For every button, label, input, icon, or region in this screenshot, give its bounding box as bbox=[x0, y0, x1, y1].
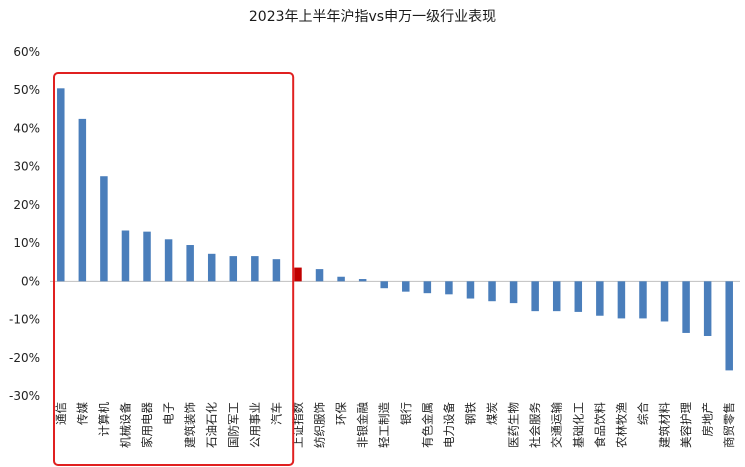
category-label: 家用电器 bbox=[140, 402, 154, 448]
category-label: 电子 bbox=[162, 402, 176, 425]
bar-26 bbox=[596, 281, 604, 316]
bar-22 bbox=[509, 281, 518, 304]
category-label: 纺织服饰 bbox=[313, 402, 327, 448]
category-label: 房地产 bbox=[701, 402, 715, 437]
bar-9 bbox=[229, 256, 238, 282]
y-tick-label: -10% bbox=[9, 313, 40, 327]
bar-11 bbox=[272, 259, 281, 282]
bar-2 bbox=[78, 118, 87, 282]
bar-1 bbox=[57, 88, 65, 282]
bar-32 bbox=[725, 281, 733, 371]
bar-25 bbox=[574, 281, 583, 312]
y-tick-label: 0% bbox=[21, 274, 40, 288]
bar-10 bbox=[251, 256, 259, 282]
bar-12 bbox=[294, 267, 302, 282]
category-label: 轻工制造 bbox=[377, 402, 391, 448]
bar-27 bbox=[617, 281, 626, 319]
category-label: 建筑材料 bbox=[658, 402, 672, 448]
category-label: 煤炭 bbox=[485, 402, 499, 425]
y-tick-label: -30% bbox=[9, 389, 40, 403]
bar-19 bbox=[445, 281, 453, 295]
category-label: 食品饮料 bbox=[593, 402, 607, 448]
category-label: 建筑装饰 bbox=[183, 402, 197, 448]
category-label: 上证指数 bbox=[291, 402, 305, 448]
category-label: 医药生物 bbox=[507, 402, 521, 448]
category-label: 公用事业 bbox=[248, 402, 262, 448]
category-label: 传媒 bbox=[75, 402, 89, 425]
bar-30 bbox=[682, 281, 690, 333]
category-label: 有色金属 bbox=[420, 402, 434, 448]
y-tick-label: 10% bbox=[13, 236, 40, 250]
category-label: 环保 bbox=[334, 402, 348, 425]
category-label: 非银金融 bbox=[356, 402, 370, 448]
category-label: 交通运输 bbox=[550, 402, 564, 448]
bar-24 bbox=[552, 281, 561, 312]
bar-15 bbox=[358, 279, 367, 282]
bar-29 bbox=[660, 281, 669, 322]
bar-16 bbox=[380, 281, 388, 289]
bar-14 bbox=[337, 276, 345, 282]
highlight-box bbox=[53, 72, 295, 466]
category-label: 农林牧渔 bbox=[614, 402, 628, 448]
category-label: 汽车 bbox=[269, 402, 283, 425]
category-label: 综合 bbox=[636, 402, 650, 425]
y-tick-label: 60% bbox=[13, 45, 40, 59]
category-label: 基础化工 bbox=[571, 402, 585, 448]
category-label: 社会服务 bbox=[528, 402, 542, 448]
category-label: 计算机 bbox=[97, 402, 111, 437]
bar-28 bbox=[639, 281, 647, 319]
bar-23 bbox=[531, 281, 539, 312]
category-label: 商贸零售 bbox=[722, 402, 736, 448]
bar-18 bbox=[423, 281, 432, 294]
bar-8 bbox=[207, 253, 216, 282]
bar-7 bbox=[186, 245, 194, 282]
bar-21 bbox=[488, 281, 496, 302]
chart-title: 2023年上半年沪指vs申万一级行业表现 bbox=[248, 9, 497, 25]
category-label: 电力设备 bbox=[442, 402, 456, 448]
bar-13 bbox=[315, 269, 324, 282]
category-label: 银行 bbox=[399, 402, 413, 425]
category-label: 钢铁 bbox=[463, 402, 477, 425]
bar-5 bbox=[143, 231, 151, 282]
y-tick-label: 20% bbox=[13, 198, 40, 212]
y-tick-label: 30% bbox=[13, 160, 40, 174]
bar-3 bbox=[100, 176, 108, 282]
bar-20 bbox=[466, 281, 475, 299]
y-tick-label: 50% bbox=[13, 83, 40, 97]
category-label: 机械设备 bbox=[118, 402, 132, 448]
category-label: 国防军工 bbox=[226, 402, 240, 448]
bar-31 bbox=[703, 281, 712, 336]
bar-6 bbox=[164, 239, 173, 282]
bar-4 bbox=[121, 230, 130, 282]
category-label: 美容护理 bbox=[679, 402, 693, 448]
category-label: 石油石化 bbox=[205, 402, 219, 448]
y-tick-label: 40% bbox=[13, 121, 40, 135]
bar-17 bbox=[402, 281, 410, 292]
y-tick-label: -20% bbox=[9, 351, 40, 365]
category-label: 通信 bbox=[54, 402, 68, 425]
